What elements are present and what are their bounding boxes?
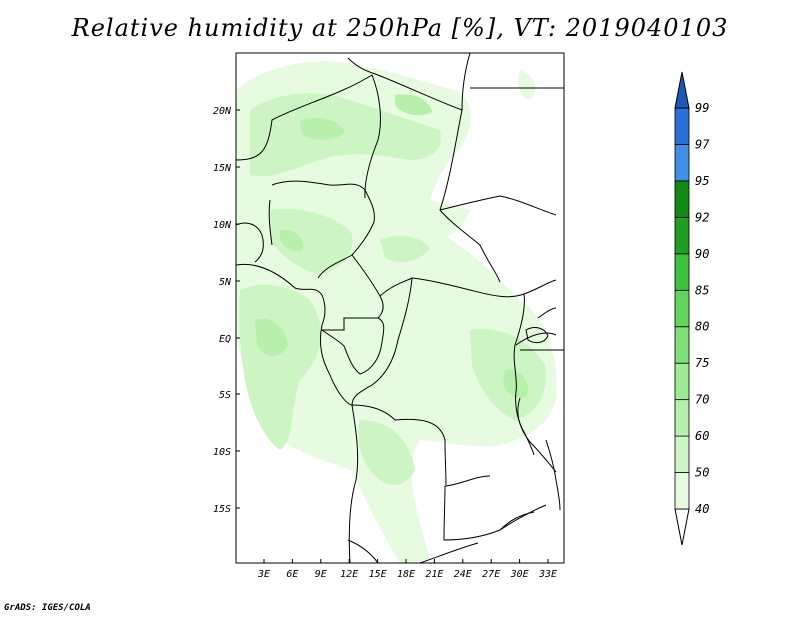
- colorbar-box: [674, 216, 690, 255]
- lat-tick-label: 15S: [213, 504, 231, 515]
- lon-tick-label: 6E: [286, 569, 298, 580]
- colorbar: 40 50 60 70 75 80 85 90 92 95 97 99: [674, 71, 710, 546]
- border-gabon-congo: [321, 317, 385, 375]
- lon-tick-label: 27E: [482, 569, 500, 580]
- country-borders: [236, 53, 564, 563]
- map-frame: [235, 52, 565, 564]
- border-car: [379, 277, 557, 298]
- lon-tick-label: 18E: [397, 569, 415, 580]
- lake-victoria: [525, 327, 549, 344]
- border-south: [347, 511, 535, 563]
- lon-tick-label: 30E: [510, 569, 529, 580]
- border-drc-north: [351, 277, 413, 406]
- border-drc-east: [513, 293, 557, 473]
- border-niger-nigeria: [271, 180, 375, 279]
- lat-tick-label: 10S: [213, 447, 231, 458]
- colorbar-box: [674, 326, 690, 364]
- colorbar-box: [674, 362, 690, 401]
- lake-tanganyika: [517, 397, 535, 456]
- colorbar-label: 40: [695, 502, 709, 516]
- rh-band-60: [300, 118, 345, 140]
- map-title: Relative humidity at 250hPa [%], VT: 201…: [71, 14, 729, 42]
- colorbar-label: 97: [695, 137, 710, 151]
- rh-band-50: [250, 93, 441, 177]
- lat-tick-label: 5S: [219, 390, 231, 401]
- longitude-axis: 3E 6E 9E 12E 15E 18E 21E 24E 27E 30E 33E: [257, 559, 557, 580]
- colorbar-label: 92: [695, 210, 709, 224]
- colorbar-bottom-arrow: [674, 508, 690, 546]
- rh-band-50c: [270, 208, 353, 275]
- lat-tick-label: EQ: [219, 334, 231, 345]
- lon-tick-label: 21E: [425, 569, 443, 580]
- colorbar-box: [674, 472, 690, 510]
- colorbar-label: 60: [695, 429, 709, 443]
- colorbar-box: [674, 289, 690, 328]
- colorbar-label: 80: [695, 320, 709, 334]
- border-chad: [347, 57, 501, 283]
- border-sudan: [439, 53, 564, 216]
- rh-band-50e: [358, 420, 415, 485]
- colorbar-box: [674, 399, 690, 437]
- lon-tick-label: 9E: [315, 569, 327, 580]
- lat-tick-label: 15N: [213, 163, 232, 174]
- lon-tick-label: 3E: [257, 569, 270, 580]
- border-west: [236, 199, 273, 263]
- latitude-axis: 20N 15N 10N 5N EQ 5S 10S 15S: [213, 106, 240, 515]
- lon-tick-label: 15E: [369, 569, 387, 580]
- lon-tick-label: 12E: [340, 569, 358, 580]
- colorbar-box: [674, 180, 690, 218]
- border-drc-south: [351, 404, 491, 487]
- colorbar-label: 99: [695, 101, 709, 115]
- humidity-field: [236, 61, 557, 563]
- colorbar-label: 70: [695, 393, 709, 407]
- grads-credit: GrADS: IGES/COLA: [4, 603, 91, 613]
- border-angola-zambia: [443, 485, 547, 541]
- rh-band-60e: [280, 229, 304, 252]
- rh-band-60c: [503, 369, 529, 398]
- colorbar-box: [674, 253, 690, 291]
- lon-tick-label: 24E: [454, 569, 472, 580]
- colorbar-box: [674, 144, 690, 182]
- colorbar-box: [674, 107, 690, 145]
- border-east: [515, 307, 564, 351]
- lake-nyasa: [545, 439, 561, 511]
- colorbar-label: 50: [695, 466, 709, 480]
- rh-band-60b: [255, 318, 288, 357]
- colorbar-label: 95: [695, 174, 709, 188]
- colorbar-label: 75: [695, 356, 709, 370]
- colorbar-label: 90: [695, 247, 709, 261]
- lat-tick-label: 5N: [219, 277, 232, 288]
- colorbar-top-arrow: [674, 71, 690, 109]
- lat-tick-label: 10N: [213, 220, 232, 231]
- border-sahel: [236, 74, 381, 199]
- rh-band-60d: [395, 94, 432, 116]
- rh-band-40c: [518, 70, 536, 100]
- rh-band-50f: [380, 235, 430, 263]
- colorbar-box: [674, 435, 690, 473]
- coastline-west: [236, 263, 359, 563]
- lon-tick-label: 33E: [538, 569, 557, 580]
- colorbar-label: 85: [695, 283, 709, 297]
- lat-tick-label: 20N: [213, 106, 232, 117]
